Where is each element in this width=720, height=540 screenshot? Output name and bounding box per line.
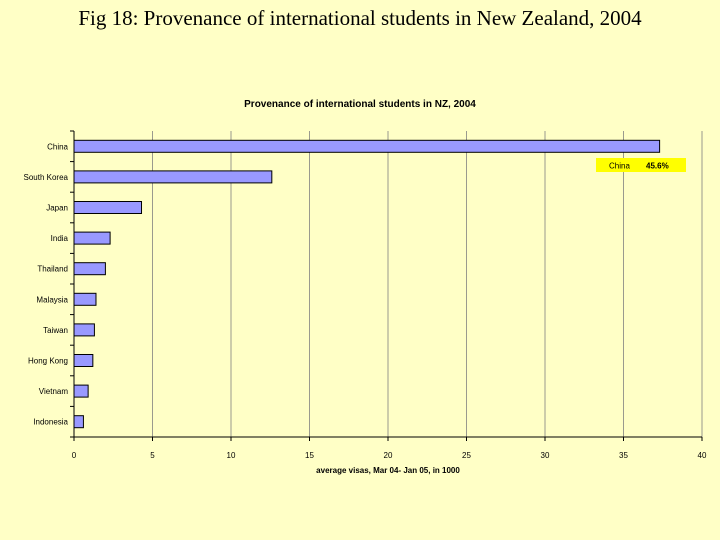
x-tick-label: 15 xyxy=(305,451,314,460)
category-label: Indonesia xyxy=(33,418,68,427)
bar-india xyxy=(73,231,111,245)
category-label: Japan xyxy=(46,204,68,213)
axes xyxy=(70,130,703,441)
x-tick-label: 40 xyxy=(698,451,707,460)
bar-taiwan xyxy=(73,323,95,337)
x-tick-label: 20 xyxy=(384,451,393,460)
callout-value: 45.6% xyxy=(646,162,669,171)
bar-vietnam xyxy=(73,384,89,398)
x-tick-label: 25 xyxy=(462,451,471,460)
category-label: Malaysia xyxy=(36,295,68,304)
bar-thailand xyxy=(73,262,106,276)
callout-label: China xyxy=(609,162,630,171)
x-tick-label: 0 xyxy=(72,451,77,460)
x-tick-label: 35 xyxy=(619,451,628,460)
category-label: Hong Kong xyxy=(28,357,68,366)
bar-china xyxy=(73,139,661,153)
category-label: China xyxy=(47,142,68,151)
category-label: South Korea xyxy=(24,173,69,182)
bar-malaysia xyxy=(73,292,97,306)
slide-title: Fig 18: Provenance of international stud… xyxy=(78,6,642,30)
x-tick-labels: 0 5 10 15 20 25 30 35 40 xyxy=(72,451,707,460)
bar-hong-kong xyxy=(73,354,94,367)
bar-indonesia xyxy=(73,415,84,429)
china-share-callout: China 45.6% xyxy=(596,158,686,172)
x-tick-label: 5 xyxy=(150,451,155,460)
bar-south-korea xyxy=(73,170,273,184)
x-tick-label: 30 xyxy=(541,451,550,460)
chart-title: Provenance of international students in … xyxy=(244,99,476,110)
x-tick-label: 10 xyxy=(227,451,236,460)
category-labels: China South Korea Japan India Thailand Malays… xyxy=(24,142,69,426)
bars xyxy=(73,139,661,429)
category-label: India xyxy=(51,234,69,243)
callout-box xyxy=(596,158,686,172)
x-axis-label: average visas, Mar 04- Jan 05, in 1000 xyxy=(316,466,460,475)
category-label: Thailand xyxy=(37,265,68,274)
category-label: Vietnam xyxy=(39,387,69,396)
bar-japan xyxy=(73,201,143,214)
category-label: Taiwan xyxy=(43,326,68,335)
